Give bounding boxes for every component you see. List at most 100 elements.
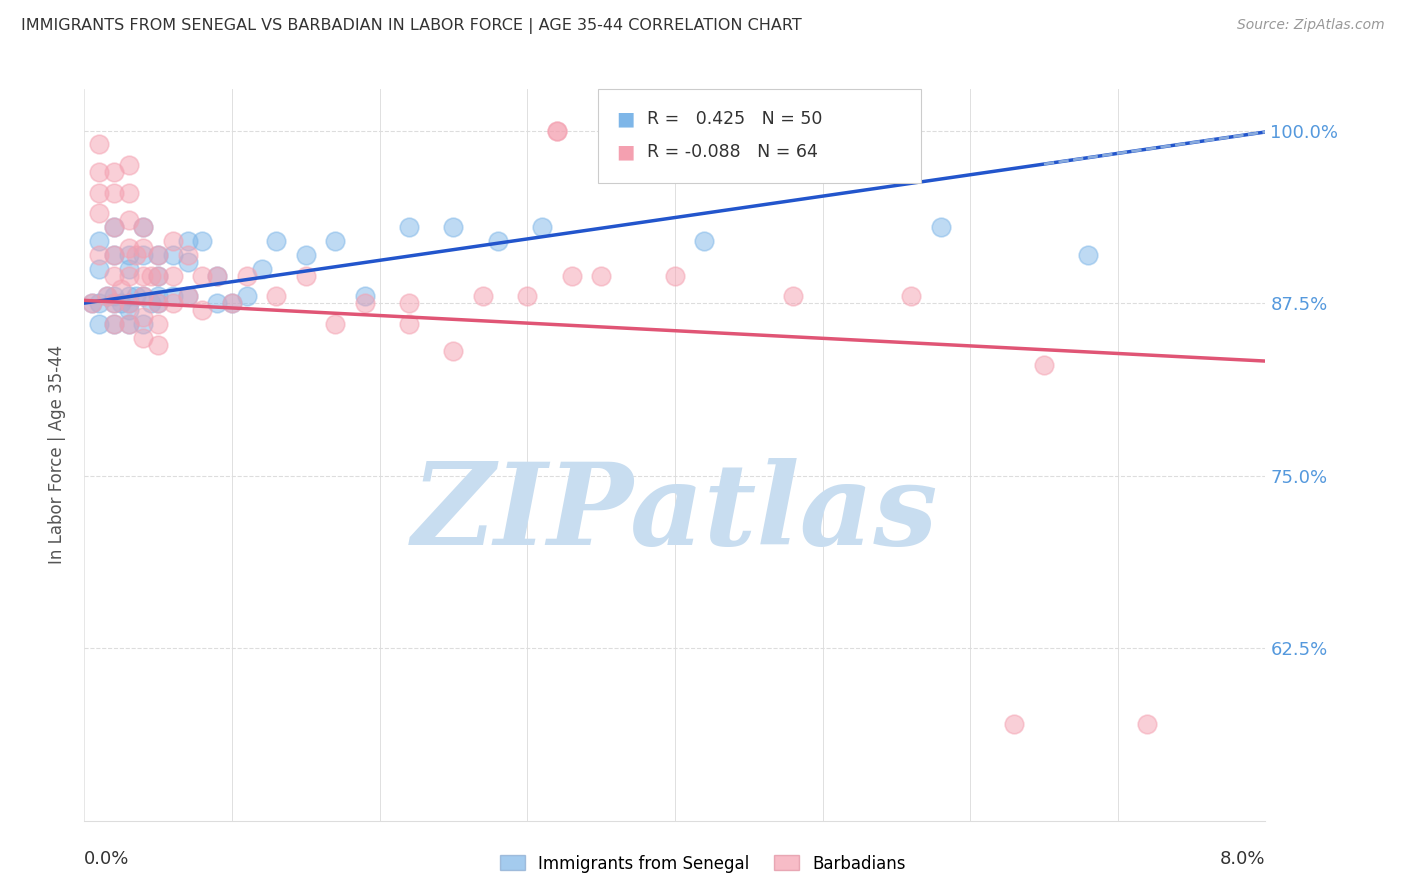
Point xyxy=(125,289,148,303)
Point xyxy=(80,296,103,310)
Point xyxy=(221,296,243,310)
Point xyxy=(125,248,148,262)
Point xyxy=(486,234,509,248)
Point xyxy=(148,296,170,310)
Point xyxy=(205,296,228,310)
Point xyxy=(295,268,318,283)
Point xyxy=(103,220,125,235)
Point xyxy=(103,165,125,179)
Point xyxy=(177,289,200,303)
Point xyxy=(139,296,162,310)
Point xyxy=(118,317,141,331)
Point xyxy=(89,317,111,331)
Point xyxy=(132,248,155,262)
Point xyxy=(148,289,170,303)
Point xyxy=(162,296,184,310)
Point xyxy=(89,165,111,179)
Point xyxy=(110,282,132,296)
Point xyxy=(132,330,155,344)
Point xyxy=(1004,717,1026,731)
Point xyxy=(354,289,377,303)
Point xyxy=(148,296,170,310)
Text: Source: ZipAtlas.com: Source: ZipAtlas.com xyxy=(1237,18,1385,32)
Point xyxy=(443,220,465,235)
Point xyxy=(132,310,155,324)
Point xyxy=(236,268,259,283)
Point xyxy=(89,137,111,152)
Point xyxy=(89,234,111,248)
Point xyxy=(89,206,111,220)
Point xyxy=(118,268,141,283)
Point xyxy=(1032,358,1054,372)
Point xyxy=(398,317,420,331)
Point xyxy=(472,289,495,303)
Point xyxy=(664,268,686,283)
Point xyxy=(103,248,125,262)
Point xyxy=(96,289,118,303)
Point xyxy=(118,317,141,331)
Point xyxy=(531,220,554,235)
Point xyxy=(354,296,377,310)
Point xyxy=(250,261,273,276)
Point xyxy=(132,241,155,255)
Point xyxy=(103,220,125,235)
Point xyxy=(148,248,170,262)
Point xyxy=(177,248,200,262)
Point xyxy=(103,317,125,331)
Point xyxy=(118,261,141,276)
Point xyxy=(177,234,200,248)
Text: 8.0%: 8.0% xyxy=(1220,850,1265,868)
Point xyxy=(221,296,243,310)
Text: R =   0.425   N = 50: R = 0.425 N = 50 xyxy=(647,110,823,128)
Point xyxy=(264,289,288,303)
Point xyxy=(89,186,111,200)
Text: ■: ■ xyxy=(616,109,634,128)
Point xyxy=(139,268,162,283)
Y-axis label: In Labor Force | Age 35-44: In Labor Force | Age 35-44 xyxy=(48,345,66,565)
Point xyxy=(323,234,347,248)
Point xyxy=(162,234,184,248)
Point xyxy=(693,234,716,248)
Point xyxy=(118,158,141,172)
Point xyxy=(132,317,155,331)
Point xyxy=(132,289,155,303)
Legend: Immigrants from Senegal, Barbadians: Immigrants from Senegal, Barbadians xyxy=(494,848,912,880)
Point xyxy=(118,296,141,310)
Text: IMMIGRANTS FROM SENEGAL VS BARBADIAN IN LABOR FORCE | AGE 35-44 CORRELATION CHAR: IMMIGRANTS FROM SENEGAL VS BARBADIAN IN … xyxy=(21,18,801,34)
Point xyxy=(118,303,141,318)
Point xyxy=(398,220,420,235)
Point xyxy=(929,220,952,235)
Point xyxy=(89,296,111,310)
Point xyxy=(132,268,155,283)
Point xyxy=(546,123,568,137)
Point xyxy=(177,254,200,268)
Text: ZIPatlas: ZIPatlas xyxy=(412,458,938,569)
Point xyxy=(398,296,420,310)
Point xyxy=(103,317,125,331)
Point xyxy=(205,268,228,283)
Point xyxy=(191,234,214,248)
Text: R = -0.088   N = 64: R = -0.088 N = 64 xyxy=(647,143,818,161)
Point xyxy=(516,289,538,303)
Point xyxy=(443,344,465,359)
Point xyxy=(264,234,288,248)
Point xyxy=(591,268,613,283)
Point xyxy=(132,220,155,235)
Point xyxy=(148,248,170,262)
Point xyxy=(1136,717,1159,731)
Point xyxy=(103,296,125,310)
Point xyxy=(782,289,804,303)
Point xyxy=(148,337,170,351)
Point xyxy=(118,289,141,303)
Point xyxy=(118,186,141,200)
Point xyxy=(148,268,170,283)
Point xyxy=(132,220,155,235)
Point xyxy=(900,289,922,303)
Point xyxy=(118,213,141,227)
Point xyxy=(80,296,103,310)
Point xyxy=(205,268,228,283)
Point xyxy=(546,123,568,137)
Point xyxy=(177,289,200,303)
Point xyxy=(89,261,111,276)
Point xyxy=(191,268,214,283)
